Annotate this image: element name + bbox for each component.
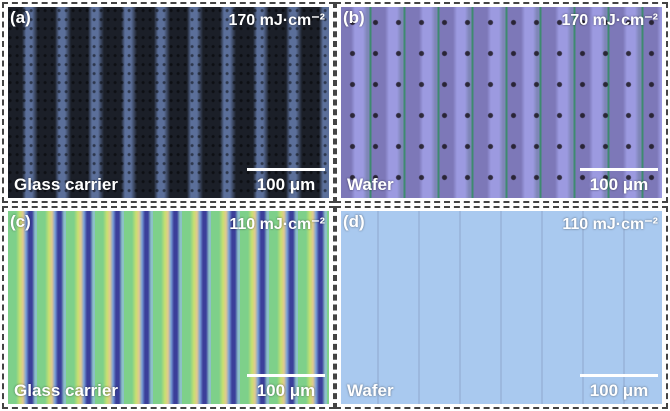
fluence-label: 170 mJ·cm⁻² bbox=[228, 12, 326, 29]
scale-bar-label: 100 μm bbox=[589, 175, 649, 194]
panel: (a) 170 mJ·cm⁻² Glass carrier 100 μm bbox=[2, 2, 335, 203]
panel-label: (b) bbox=[343, 8, 365, 27]
micrograph bbox=[8, 7, 329, 198]
substrate-label: Wafer bbox=[347, 381, 394, 400]
micrograph bbox=[8, 211, 329, 404]
fluence-label: 110 mJ·cm⁻² bbox=[562, 216, 658, 233]
scale-bar-label: 100 μm bbox=[589, 381, 649, 400]
panel-label: (d) bbox=[343, 212, 365, 231]
fluence-label: 110 mJ·cm⁻² bbox=[229, 216, 325, 233]
scale-bar bbox=[580, 168, 658, 171]
scale-bar-label: 100 μm bbox=[256, 175, 316, 194]
substrate-label: Wafer bbox=[347, 175, 394, 194]
scale-bar bbox=[580, 374, 658, 377]
micrograph bbox=[341, 211, 662, 404]
fluence-label: 170 mJ·cm⁻² bbox=[561, 12, 659, 29]
scale-bar bbox=[247, 374, 325, 377]
scale-bar-label: 100 μm bbox=[256, 381, 316, 400]
panel-label: (c) bbox=[10, 212, 31, 231]
substrate-label: Glass carrier bbox=[14, 175, 118, 194]
panel: (b) 170 mJ·cm⁻² Wafer 100 μm bbox=[335, 2, 668, 203]
micrograph bbox=[341, 7, 662, 198]
panel: (c) 110 mJ·cm⁻² Glass carrier 100 μm bbox=[2, 206, 335, 409]
scale-bar bbox=[247, 168, 325, 171]
substrate-label: Glass carrier bbox=[14, 381, 118, 400]
panel: (d) 110 mJ·cm⁻² Wafer 100 μm bbox=[335, 206, 668, 409]
panel-label: (a) bbox=[10, 8, 31, 27]
